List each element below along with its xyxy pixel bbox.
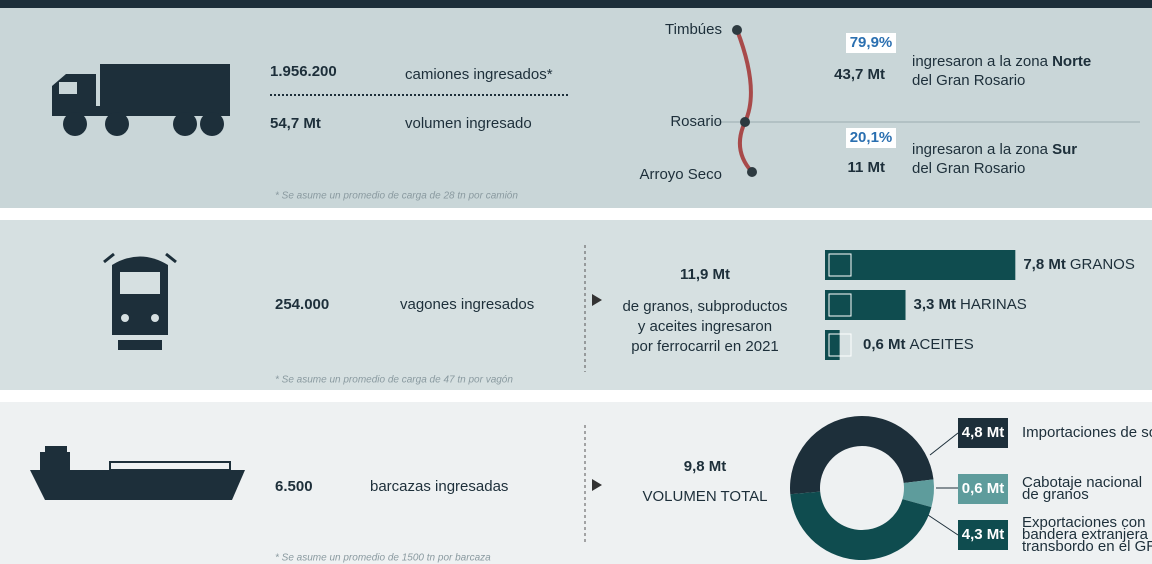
zone-volume: 43,7 Mt xyxy=(834,66,885,83)
legend-value: 4,3 Mt xyxy=(962,526,1005,543)
truck-volume: 54,7 Mt xyxy=(270,115,321,132)
zone-name: Norte xyxy=(1052,53,1091,70)
note: * Se asume un promedio de carga de 28 tn… xyxy=(275,191,518,202)
train-count: 254.000 xyxy=(275,296,329,313)
donut-segment xyxy=(902,479,935,508)
legend-name: Cabotaje nacional xyxy=(1022,474,1142,491)
bar-name: HARINAS xyxy=(960,296,1027,313)
legend-name: bandera extranjera con xyxy=(1022,526,1152,543)
train-count-label: vagones ingresados xyxy=(400,296,534,313)
share-label: 79,9% xyxy=(850,34,893,51)
legend-box xyxy=(958,474,1008,504)
arrow xyxy=(592,479,602,491)
ship-icon xyxy=(30,446,245,500)
legend-box xyxy=(958,520,1008,550)
bar xyxy=(825,290,906,320)
legend-value: 4,8 Mt xyxy=(962,424,1005,441)
bar-icon xyxy=(828,293,852,317)
zone-text: ingresaron a la zona xyxy=(912,53,1052,70)
train-icon xyxy=(103,252,177,350)
arrow xyxy=(592,294,602,306)
location-label: Rosario xyxy=(670,113,722,130)
barge-total-label: VOLUMEN TOTAL xyxy=(642,488,767,505)
zone-text: ingresaron a la zona xyxy=(912,141,1052,158)
zone-name: Sur xyxy=(1052,141,1077,158)
location-label: Timbúes xyxy=(665,21,722,38)
zone-text: ingresaron a la zona Sur xyxy=(912,141,1077,158)
bar-name: ACEITES xyxy=(910,336,974,353)
truck-icon xyxy=(52,64,230,136)
bar-name: GRANOS xyxy=(1070,256,1135,273)
legend-name: transbordo en el GR xyxy=(1022,538,1152,555)
bar xyxy=(825,250,1016,280)
train-total-text: por ferrocarril en 2021 xyxy=(631,338,779,355)
point xyxy=(747,167,757,177)
bar-icon xyxy=(828,253,852,277)
train-total-text: y aceites ingresaron xyxy=(638,318,772,335)
barge-count-label: barcazas ingresadas xyxy=(370,478,508,495)
bar-value-label: 3,3 Mt xyxy=(914,296,957,313)
bar-value-label: 7,8 Mt xyxy=(1023,256,1066,273)
point xyxy=(732,25,742,35)
location-label: Arroyo Seco xyxy=(639,166,722,183)
zone-volume: 11 Mt xyxy=(847,159,885,176)
legend-name: de granos xyxy=(1022,486,1089,503)
zone-text: del Gran Rosario xyxy=(912,72,1025,89)
donut-segment xyxy=(790,491,932,561)
truck-count: 1.956.200 xyxy=(270,63,337,80)
share-label: 20,1% xyxy=(850,129,893,146)
bar-label: 7,8 Mt GRANOS xyxy=(1023,256,1135,273)
note: * Se asume un promedio de 1500 tn por ba… xyxy=(275,553,491,564)
train-band xyxy=(0,220,1152,390)
share-box xyxy=(846,128,896,148)
legend-name: Importaciones de soja xyxy=(1022,424,1152,441)
train-total: 11,9 Mt xyxy=(680,266,730,283)
barge-count: 6.500 xyxy=(275,478,313,495)
legend-value: 0,6 Mt xyxy=(962,480,1005,497)
top-strip xyxy=(0,0,1152,8)
legend-name: Exportaciones con xyxy=(1022,514,1145,531)
note: * Se asume un promedio de carga de 47 tn… xyxy=(275,375,513,386)
truck-volume-label: volumen ingresado xyxy=(405,115,532,132)
bar-icon xyxy=(828,333,852,357)
point xyxy=(740,117,750,127)
barge-total: 9,8 Mt xyxy=(684,458,727,475)
zone-text: del Gran Rosario xyxy=(912,160,1025,177)
bar-value-label: 0,6 Mt xyxy=(863,336,906,353)
donut-segment xyxy=(789,415,934,495)
train-total-text: de granos, subproductos xyxy=(622,298,787,315)
share-box xyxy=(846,33,896,53)
bar-label: 0,6 Mt ACEITES xyxy=(863,336,974,353)
bar-label: 3,3 Mt HARINAS xyxy=(914,296,1027,313)
zone-text: ingresaron a la zona Norte xyxy=(912,53,1091,70)
truck-count-label: camiones ingresados* xyxy=(405,66,553,83)
connectors xyxy=(927,432,959,536)
legend-box xyxy=(958,418,1008,448)
